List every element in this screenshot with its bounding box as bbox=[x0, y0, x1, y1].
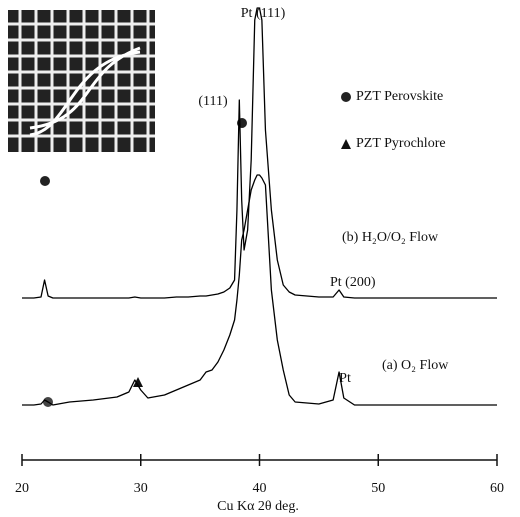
peak-symbol bbox=[133, 377, 143, 387]
x-tick-label: 30 bbox=[134, 481, 148, 496]
x-tick-label: 20 bbox=[15, 481, 29, 496]
x-tick-label: 50 bbox=[371, 481, 385, 496]
annotation: PZT Pyrochlore bbox=[356, 136, 446, 151]
x-tick-label: 60 bbox=[490, 481, 504, 496]
series-label: (b) H₂O/O₂ Flow bbox=[342, 230, 439, 245]
annotation: Pt (111) bbox=[241, 6, 286, 21]
series-line bbox=[22, 174, 497, 406]
inset-image bbox=[8, 10, 155, 152]
annotation: Pt (200) bbox=[330, 275, 376, 290]
x-tick-label: 40 bbox=[253, 481, 267, 496]
series-line bbox=[22, 7, 497, 299]
legend-symbol bbox=[341, 139, 351, 149]
x-axis-label: Cu Kα 2θ deg. bbox=[217, 499, 299, 514]
legend-symbol bbox=[341, 92, 351, 102]
peak-symbol bbox=[40, 176, 50, 186]
annotation: PZT Perovskite bbox=[356, 89, 443, 104]
annotation: (111) bbox=[198, 94, 228, 109]
series-label: (a) O₂ Flow bbox=[382, 358, 449, 373]
annotation: Pt bbox=[339, 371, 351, 386]
